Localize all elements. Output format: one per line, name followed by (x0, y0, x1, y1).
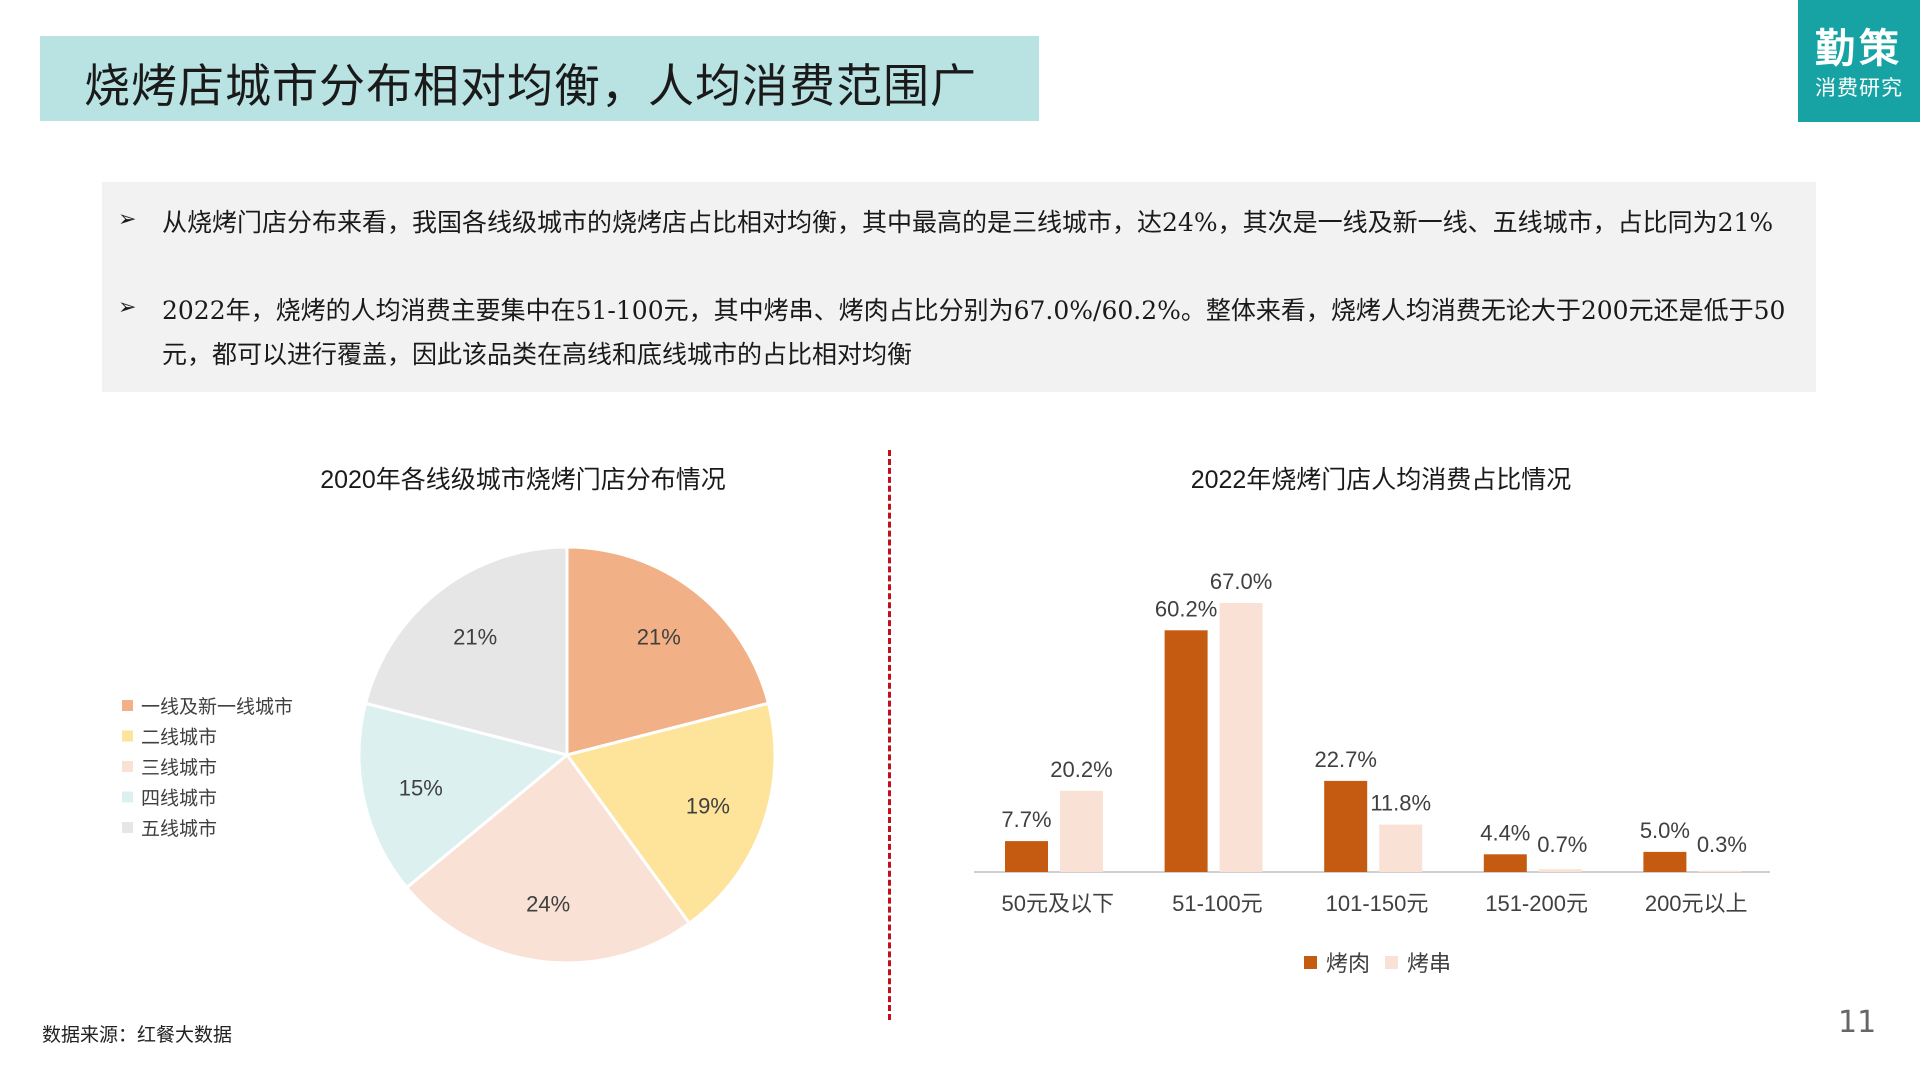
pie-slice (357, 701, 571, 890)
bar-value-label: 60.2% (1155, 596, 1217, 621)
pie-value-label: 24% (526, 892, 570, 917)
pie-slice (404, 752, 692, 965)
legend-label: 五线城市 (141, 818, 217, 840)
bar-value-label: 22.7% (1315, 747, 1377, 772)
summary-bullet: ➢ 从烧烤门店分布来看，我国各线级城市的烧烤店占比相对均衡，其中最高的是三线城市… (118, 201, 1788, 245)
legend-label: 一线及新一线城市 (141, 696, 293, 718)
legend-swatch (122, 791, 133, 803)
pie-value-label: 15% (399, 776, 443, 801)
bar-legend: 烤肉 烤串 (1304, 951, 1451, 976)
arrow-bullet-icon: ➢ (118, 207, 137, 232)
pie-slice (363, 545, 569, 757)
legend-label: 烤串 (1407, 951, 1451, 976)
bar-烤肉 (1164, 630, 1208, 872)
pie-chart (357, 545, 777, 965)
pie-slice (565, 545, 771, 757)
arrow-bullet-icon: ➢ (118, 295, 137, 320)
pie-value-label: 21% (453, 625, 497, 650)
bar-value-label: 11.8% (1370, 791, 1431, 816)
bar-value-label: 20.2% (1050, 757, 1112, 782)
x-tick-label: 200元以上 (1645, 891, 1748, 916)
pie-value-labels: 21% 19% 24% 15% 21% (399, 625, 730, 917)
bar-烤串 (1538, 869, 1582, 872)
legend-swatch (122, 730, 133, 742)
bar-烤肉 (1483, 854, 1527, 872)
bar-value-label: 0.3% (1697, 832, 1747, 857)
bar-烤肉 (1324, 780, 1368, 872)
logo-main-text: 勤策 (1815, 25, 1903, 72)
brand-logo: 勤策 消费研究 (1798, 0, 1920, 122)
pie-slice (564, 701, 777, 926)
logo-sub-text: 消费研究 (1815, 76, 1903, 100)
data-source-note: 数据来源：红餐大数据 (42, 1024, 233, 1046)
legend-label: 烤肉 (1326, 951, 1370, 976)
x-tick-label: 101-150元 (1326, 891, 1429, 916)
title-banner: 烧烤店城市分布相对均衡，人均消费范围广 (40, 36, 1039, 121)
legend-swatch (122, 822, 133, 833)
bar-烤串 (1379, 824, 1423, 872)
legend-swatch (122, 761, 133, 772)
x-tick-label: 151-200元 (1485, 891, 1588, 916)
summary-bullet-text: 从烧烤门店分布来看，我国各线级城市的烧烤店占比相对均衡，其中最高的是三线城市，达… (162, 208, 1774, 237)
summary-bullet: ➢ 2022年，烧烤的人均消费主要集中在51-100元，其中烤串、烤肉占比分别为… (118, 289, 1788, 377)
bar-value-label: 0.7% (1537, 832, 1587, 857)
summary-box: ➢ 从烧烤门店分布来看，我国各线级城市的烧烤店占比相对均衡，其中最高的是三线城市… (102, 182, 1816, 392)
x-tick-label: 50元及以下 (1002, 891, 1114, 916)
bar-value-label: 4.4% (1480, 820, 1530, 845)
x-tick-label: 51-100元 (1172, 891, 1263, 916)
legend-swatch (1304, 956, 1317, 969)
page-number: 11 (1838, 1005, 1877, 1040)
page-title: 烧烤店城市分布相对均衡，人均消费范围广 (84, 59, 977, 113)
bar-value-label: 67.0% (1210, 569, 1272, 594)
bar-烤串 (1698, 870, 1742, 872)
legend-label: 四线城市 (141, 788, 217, 810)
bar-烤串 (1219, 603, 1263, 872)
bar-chart: 7.7% 20.2% 50元及以下 60.2%67.0% 51-100元 22.7% 11.… (1001, 569, 1747, 916)
pie-value-label: 19% (686, 794, 730, 819)
pie-chart-title: 2020年各线级城市烧烤门店分布情况 (320, 466, 726, 494)
bar-烤串 (1060, 790, 1103, 872)
legend-swatch (1385, 956, 1398, 969)
legend-label: 三线城市 (141, 757, 217, 779)
legend-label: 二线城市 (141, 727, 217, 749)
bar-chart-title: 2022年烧烤门店人均消费占比情况 (1191, 466, 1572, 494)
summary-bullet-text: 2022年，烧烤的人均消费主要集中在51-100元，其中烤串、烤肉占比分别为67… (162, 296, 1786, 369)
bar-value-label: 5.0% (1640, 818, 1690, 843)
pie-value-label: 21% (637, 625, 681, 650)
bar-烤肉 (1005, 841, 1048, 872)
legend-swatch (122, 700, 133, 711)
bar-value-label: 7.7% (1001, 807, 1051, 832)
bar-烤肉 (1643, 851, 1687, 872)
chart-divider (888, 450, 891, 1020)
